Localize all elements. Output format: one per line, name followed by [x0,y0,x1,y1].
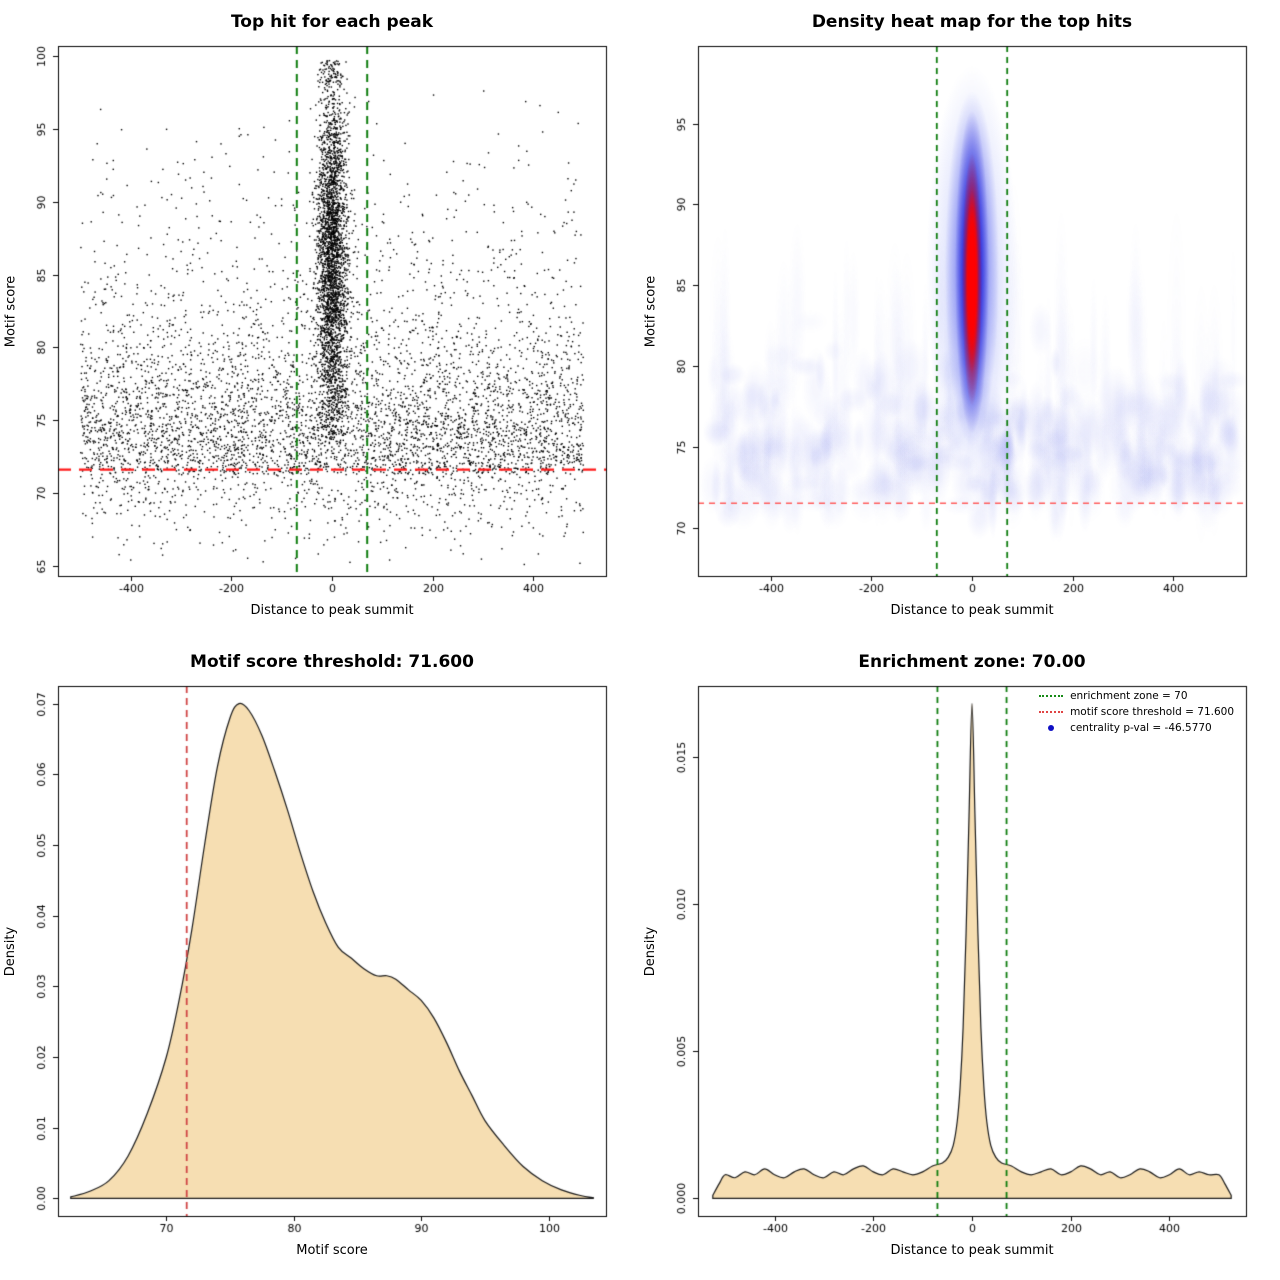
enrichment-y-axis-label: Density [643,926,659,976]
scatter-plot-canvas [0,0,640,640]
legend-label-enrichment-zone: enrichment zone = 70 [1070,690,1188,702]
score-density-canvas [0,640,640,1280]
heatmap-canvas [640,0,1280,640]
panel-top-hit-scatter: Top hit for each peak Distance to peak s… [0,0,640,640]
legend-item-motif-threshold: motif score threshold = 71.600 [1039,704,1234,720]
legend-item-enrichment-zone: enrichment zone = 70 [1039,688,1234,704]
heatmap-x-axis-label: Distance to peak summit [890,603,1054,618]
blue-dot-icon [1048,725,1055,731]
heatmap-y-axis-label: Motif score [643,275,659,347]
blue-dot-icon-wrap [1039,720,1063,736]
score-density-x-axis-label: Motif score [296,1243,368,1258]
legend-label-motif-threshold: motif score threshold = 71.600 [1070,706,1234,718]
score-density-y-axis-label: Density [3,926,19,976]
green-dotted-line-icon [1039,695,1064,697]
legend-label-centrality-pval: centrality p-val = -46.5770 [1070,722,1212,734]
panel-motif-score-density: Motif score threshold: 71.600 Motif scor… [0,640,640,1280]
scatter-y-axis-label: Motif score [3,275,19,347]
scatter-x-axis-label: Distance to peak summit [250,603,414,618]
legend-item-centrality-pval: centrality p-val = -46.5770 [1039,720,1234,736]
scatter-y-axis-label-wrap: Motif score [2,46,20,576]
position-density-canvas [640,640,1280,1280]
panel-enrichment-zone-density: Enrichment zone: 70.00 Distance to peak … [640,640,1280,1280]
score-density-title: Motif score threshold: 71.600 [190,652,474,672]
enrichment-x-axis-label: Distance to peak summit [890,1243,1054,1258]
heatmap-y-axis-label-wrap: Motif score [642,46,660,576]
score-density-y-axis-label-wrap: Density [2,686,20,1216]
enrichment-y-axis-label-wrap: Density [642,686,660,1216]
enrichment-title: Enrichment zone: 70.00 [858,652,1086,672]
panel-density-heatmap: Density heat map for the top hits Distan… [640,0,1280,640]
heatmap-title: Density heat map for the top hits [811,12,1133,32]
scatter-title: Top hit for each peak [230,12,434,32]
red-dotted-line-icon [1039,711,1064,713]
plot-legend: enrichment zone = 70 motif score thresho… [1039,688,1234,736]
